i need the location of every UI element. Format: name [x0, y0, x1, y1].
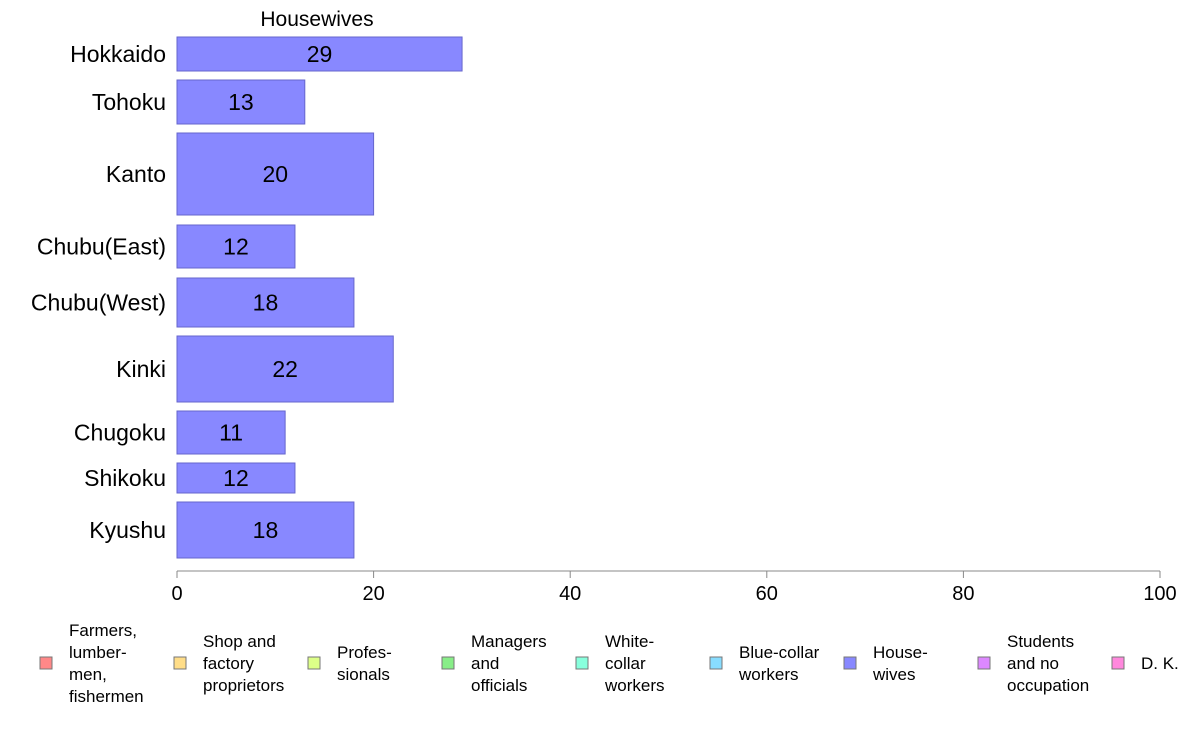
- category-label: Hokkaido: [70, 41, 166, 67]
- category-label: Kinki: [116, 356, 166, 382]
- legend-label: fishermen: [69, 687, 144, 706]
- bar-hokkaido: [176, 36, 463, 72]
- legend-swatch: [709, 656, 723, 670]
- legend-label: factory: [203, 654, 255, 673]
- bar-value-label: 29: [307, 41, 333, 67]
- bar-shikoku: [176, 462, 296, 494]
- legend-label: Shop and: [203, 632, 276, 651]
- bar-value-label: 12: [223, 465, 249, 491]
- legend-label: Blue-collar: [739, 643, 820, 662]
- legend-label: Managers: [471, 632, 547, 651]
- legend-label: sionals: [337, 665, 390, 684]
- category-label: Chugoku: [74, 420, 166, 446]
- category-label: Tohoku: [92, 89, 166, 115]
- legend-swatch: [575, 656, 589, 670]
- legend-label: lumber-: [69, 643, 127, 662]
- bar-value-label: 22: [272, 356, 298, 382]
- legend-label: men,: [69, 665, 107, 684]
- category-label: Chubu(West): [31, 290, 166, 316]
- legend-label: wives: [872, 665, 916, 684]
- bar-kyushu: [176, 501, 355, 559]
- x-tick-label: 80: [952, 583, 974, 605]
- x-tick-label: 0: [171, 583, 182, 605]
- legend-swatch: [1111, 656, 1125, 670]
- x-tick-label: 60: [756, 583, 778, 605]
- legend: Farmers, lumber-men, fishermen Shop and fact…: [39, 621, 1179, 706]
- bar-value-label: 18: [253, 517, 279, 543]
- legend-swatch: [843, 656, 857, 670]
- legend-swatch: [441, 656, 455, 670]
- bar-chugoku: [176, 410, 286, 455]
- legend-label: and: [471, 654, 499, 673]
- x-tick-label: 20: [362, 583, 384, 605]
- legend-label: White-: [605, 632, 654, 651]
- bar-value-label: 18: [253, 290, 279, 316]
- legend-label: House-: [873, 643, 928, 662]
- legend-swatch: [39, 656, 53, 670]
- x-axis: 0 20 40 60 80 100: [171, 570, 1177, 605]
- legend-label: Students: [1007, 632, 1074, 651]
- bar-tohoku: [176, 79, 306, 125]
- bar-chubu-east: [176, 224, 296, 269]
- x-tick-label: 100: [1143, 583, 1176, 605]
- bar-value-label: 13: [228, 89, 254, 115]
- bars-group: 29 Hokkaido 13 Tohoku 20 Kanto 12 Chubu(East) 18…: [31, 36, 463, 559]
- x-tick-label: 40: [559, 583, 581, 605]
- legend-label: collar: [605, 654, 646, 673]
- legend-label: Profes-: [337, 643, 392, 662]
- legend-label: occupation: [1007, 676, 1089, 695]
- legend-label: D. K.: [1141, 654, 1179, 673]
- category-label: Kanto: [106, 161, 166, 187]
- category-label: Kyushu: [89, 517, 166, 543]
- legend-label: proprietors: [203, 676, 284, 695]
- bar-value-label: 11: [219, 420, 243, 446]
- legend-label: Farmers,: [69, 621, 137, 640]
- bar-kinki: [176, 335, 394, 403]
- legend-swatch: [977, 656, 991, 670]
- legend-swatch: [307, 656, 321, 670]
- legend-label: workers: [738, 665, 799, 684]
- legend-label: and no: [1007, 654, 1059, 673]
- bar-kanto: [176, 132, 375, 216]
- category-label: Chubu(East): [37, 234, 166, 260]
- bar-value-label: 20: [263, 161, 289, 187]
- legend-label: officials: [471, 676, 527, 695]
- legend-label: workers: [604, 676, 665, 695]
- legend-swatch: [173, 656, 187, 670]
- bar-chubu-west: [176, 277, 355, 328]
- bar-value-label: 12: [223, 234, 249, 260]
- chart-title: Housewives: [260, 8, 373, 31]
- category-label: Shikoku: [84, 465, 166, 491]
